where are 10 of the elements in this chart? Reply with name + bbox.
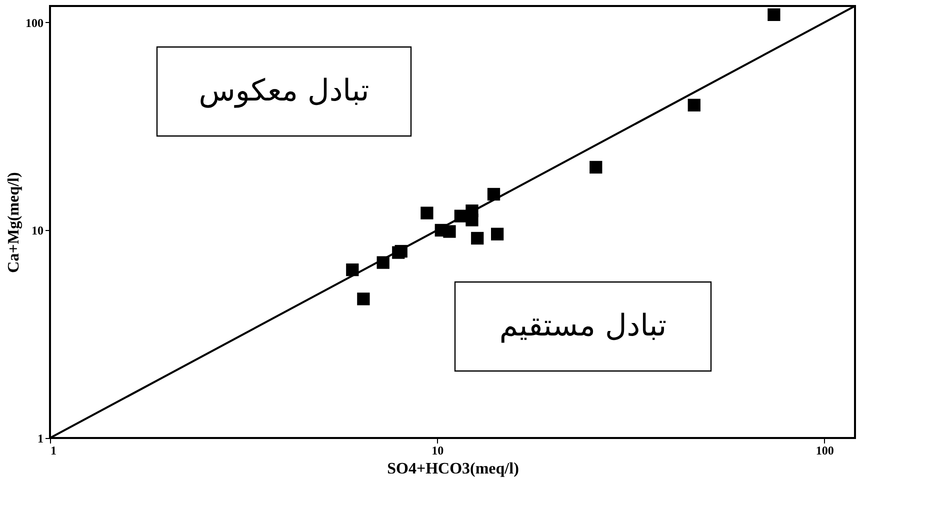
annotation: تبادل مستقیم [499, 308, 667, 344]
y-tick-label: 100 [26, 16, 44, 30]
y-tick-label: 1 [38, 432, 44, 446]
x-tick-label: 1 [50, 444, 56, 458]
x-axis-title: SO4+HCO3(meq/l) [387, 460, 519, 478]
y-axis-title: Ca+Mg(meq/l) [6, 172, 22, 273]
annotation: تبادل معکوس [198, 74, 370, 108]
x-tick-label: 100 [816, 444, 834, 458]
x-tick-label: 10 [432, 444, 444, 458]
y-tick-label: 10 [32, 224, 44, 238]
